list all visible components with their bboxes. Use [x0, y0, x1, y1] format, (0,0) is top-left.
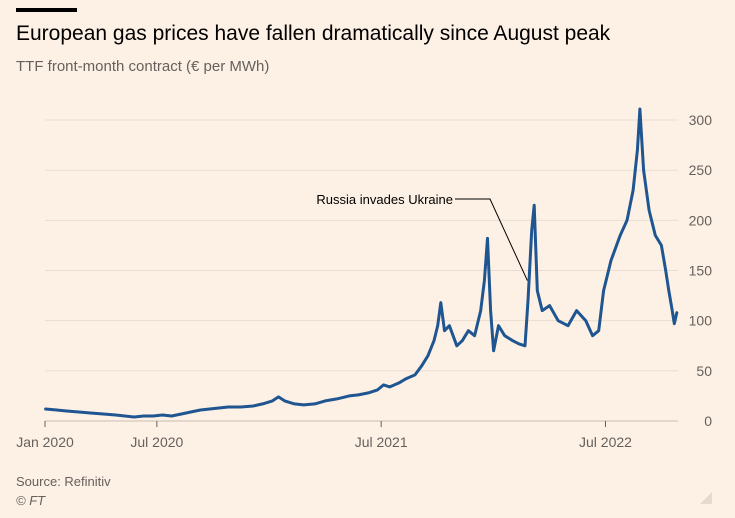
y-tick-label-250: 250 [689, 162, 713, 178]
line-chart: 0 50 100 150 200 250 300 Jan 2020 Jul 2020 Jul 20… [16, 107, 713, 450]
series-line-0 [44, 107, 679, 419]
x-tick-label-2: Jul 2021 [355, 434, 408, 450]
resize-corner [700, 492, 712, 504]
y-tick-label-200: 200 [689, 212, 713, 228]
x-tick-label-0: Jan 2020 [16, 434, 74, 450]
credit-note: © FT [16, 493, 46, 508]
y-tick-label-100: 100 [689, 313, 713, 329]
y-tick-label-150: 150 [689, 263, 713, 279]
y-tick-label-300: 300 [689, 112, 713, 128]
y-tick-label-0: 0 [704, 413, 712, 429]
chart-title: European gas prices have fallen dramatic… [16, 22, 611, 45]
brand-bar [16, 8, 77, 12]
x-tick-label-3: Jul 2022 [579, 434, 632, 450]
annotation-label: Russia invades Ukraine [316, 192, 453, 207]
y-tick-label-50: 50 [696, 363, 712, 379]
chart-subtitle: TTF front-month contract (€ per MWh) [16, 58, 270, 75]
annotation-leader-line [455, 198, 528, 281]
source-note: Source: Refinitiv [16, 474, 111, 489]
x-tick-label-1: Jul 2020 [130, 434, 183, 450]
